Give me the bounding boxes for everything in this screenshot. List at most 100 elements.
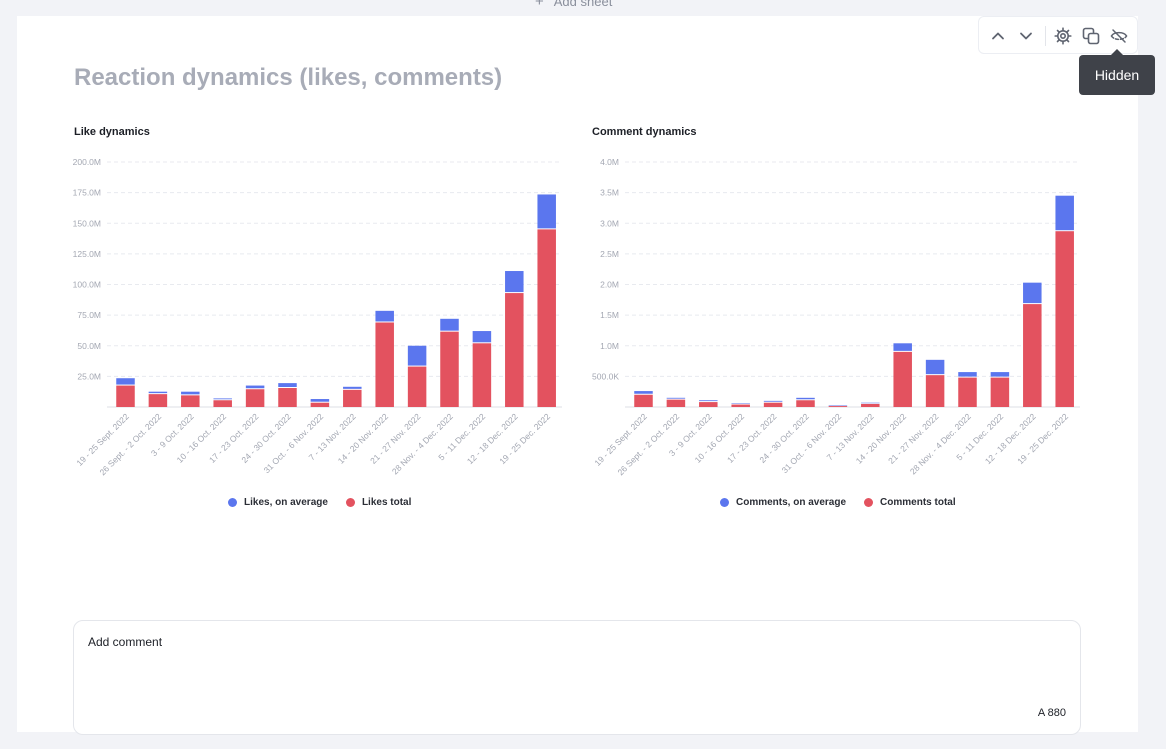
bar-average [731,403,750,404]
comment-chart-title: Comment dynamics [592,126,697,138]
legend-label: Comments total [880,497,956,508]
duplicate-icon[interactable] [1081,26,1101,46]
bar-average [181,391,200,395]
bar-average [505,271,524,293]
add-sheet-button[interactable]: + Add sheet [535,0,612,10]
bar-average [699,400,718,402]
plus-icon: + [535,0,544,10]
x-tick-label: 26 Sept. - 2 Oct. 2022 [97,411,163,477]
y-tick-label: 3.0M [600,218,619,228]
y-tick-label: 200.0M [73,157,101,167]
bar-average [407,345,427,366]
y-tick-label: 25.0M [77,371,101,381]
x-tick-label: 28 Nov. - 4 Dec. 2022 [390,411,455,476]
legend-item-likes-average[interactable]: Likes, on average [228,497,328,508]
bar-total [634,394,653,407]
toolbar-divider [1045,26,1046,46]
bar-total [990,377,1010,407]
y-tick-label: 1.5M [600,310,619,320]
legend-item-likes-total[interactable]: Likes total [345,497,411,508]
y-tick-label: 75.0M [77,310,101,320]
legend-dot [228,498,237,507]
bar-average [245,385,265,389]
like-dynamics-chart: 25.0M 50.0M 75.0M 100.0M 125.0M 150.0M 175.0M 2… [73,157,562,477]
y-tick-label: 2.0M [600,280,619,290]
bar-total [1023,304,1042,407]
bar-average [666,397,686,399]
bar-total [245,389,265,407]
bar-total [925,375,945,407]
bar-total [472,343,492,407]
legend-dot [720,498,729,507]
bar-total [116,385,135,407]
bar-total [407,366,427,407]
tooltip-text: Hidden [1094,67,1140,83]
legend-item-comments-average[interactable]: Comments, on average [720,497,846,508]
y-tick-label: 2.5M [600,249,619,259]
x-tick-label: 31 Oct. - 6 Nov. 2022 [262,411,326,475]
bar-average [861,402,880,404]
y-tick-label: 500.0K [592,371,619,381]
y-tick-label: 150.0M [73,218,101,228]
bar-total [148,394,168,407]
bar-average [1023,282,1042,304]
bar-average [1055,195,1074,231]
bar-average [278,383,297,388]
bar-average [213,398,232,400]
bar-average [893,343,912,351]
bar-total [893,351,912,407]
x-tick-label: 26 Sept. - 2 Oct. 2022 [615,411,681,477]
bar-total [861,403,880,407]
bar-total [699,402,718,407]
y-tick-label: 125.0M [73,249,101,259]
bar-average [763,400,783,402]
like-chart-legend: Likes, on average Likes total [228,497,411,508]
y-tick-label: 100.0M [73,280,101,290]
bar-total [181,395,200,407]
comment-chart-legend: Comments, on average Comments total [720,497,956,508]
bar-average [472,331,492,343]
bar-total [505,293,524,407]
comment-placeholder: Add comment [88,635,163,649]
x-tick-label: 19 - 25 Sept. 2022 [74,411,131,468]
gear-icon[interactable] [1053,26,1073,46]
add-sheet-label: Add sheet [553,0,613,9]
bar-average [440,318,459,331]
bar-average [796,397,815,400]
x-tick-label: 28 Nov. - 4 Dec. 2022 [908,411,973,476]
bar-average [343,386,362,389]
y-tick-label: 175.0M [73,188,101,198]
comment-dynamics-chart: 500.0K 1.0M 1.5M 2.0M 2.5M 3.0M 3.5M 4.0M 19 - 2… [592,157,1080,477]
x-tick-label: 31 Oct. - 6 Nov. 2022 [780,411,844,475]
bar-average [310,399,330,402]
bar-total [537,229,556,407]
comment-char-counter: A 880 [1037,707,1066,719]
bar-total [278,388,297,407]
bar-average [925,359,945,375]
hidden-tooltip: Hidden [1079,49,1155,95]
legend-label: Likes, on average [244,497,328,508]
eye-off-icon[interactable] [1109,26,1129,46]
bar-average [634,391,653,394]
bar-total [958,377,977,407]
bar-total [828,406,848,407]
report-sheet [17,16,1138,732]
y-tick-label: 3.5M [600,188,619,198]
comment-input[interactable]: Add comment A 880 [73,620,1081,735]
bar-total [343,389,362,407]
legend-label: Comments, on average [736,497,847,508]
bar-average [375,310,394,322]
bar-average [828,405,848,406]
bar-total [796,400,815,407]
bar-average [990,372,1010,377]
bar-average [116,378,135,385]
bar-total [731,404,750,407]
bar-total [763,402,783,407]
legend-item-comments-total[interactable]: Comments total [864,497,956,508]
chevron-up-icon[interactable] [988,26,1008,46]
chevron-down-icon[interactable] [1016,26,1036,46]
bar-total [1055,231,1074,407]
bar-total [440,331,459,407]
bar-average [958,372,977,377]
y-tick-label: 50.0M [77,341,101,351]
